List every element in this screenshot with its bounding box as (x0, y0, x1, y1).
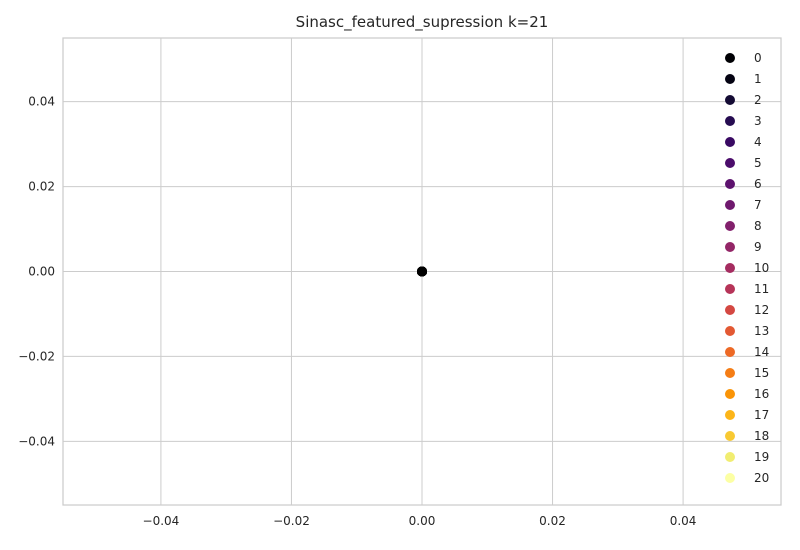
data-points (417, 266, 427, 277)
legend-label-16: 16 (754, 387, 769, 401)
legend-label-3: 3 (754, 114, 762, 128)
x-tick-label: −0.02 (273, 514, 310, 528)
legend-label-8: 8 (754, 219, 762, 233)
legend-marker-10 (725, 263, 735, 273)
legend-label-20: 20 (754, 471, 769, 485)
legend-marker-9 (725, 242, 735, 252)
x-tick-label: −0.04 (143, 514, 180, 528)
x-axis-ticks: −0.04 −0.02 0.00 0.02 0.04 (143, 514, 697, 528)
legend-marker-2 (725, 95, 735, 105)
legend-label-18: 18 (754, 429, 769, 443)
legend-label-10: 10 (754, 261, 769, 275)
legend-label-13: 13 (754, 324, 769, 338)
legend-label-5: 5 (754, 156, 762, 170)
legend-marker-13 (725, 326, 735, 336)
legend-marker-5 (725, 158, 735, 168)
legend-marker-3 (725, 116, 735, 126)
legend-label-0: 0 (754, 51, 762, 65)
legend-marker-15 (725, 368, 735, 378)
legend-label-15: 15 (754, 366, 769, 380)
legend-marker-20 (725, 473, 735, 483)
legend-marker-0 (725, 53, 735, 63)
legend-marker-12 (725, 305, 735, 315)
legend-marker-4 (725, 137, 735, 147)
legend-marker-7 (725, 200, 735, 210)
chart-title: Sinasc_featured_supression k=21 (296, 13, 549, 32)
legend-marker-19 (725, 452, 735, 462)
plot-frame (62, 37, 782, 506)
legend-marker-18 (725, 431, 735, 441)
legend-label-6: 6 (754, 177, 762, 191)
y-tick-label: 0.04 (28, 95, 55, 109)
y-tick-label: 0.00 (28, 265, 55, 279)
x-tick-label: 0.04 (670, 514, 697, 528)
legend-label-7: 7 (754, 198, 762, 212)
legend-label-14: 14 (754, 345, 769, 359)
legend-label-17: 17 (754, 408, 769, 422)
legend-marker-1 (725, 74, 735, 84)
legend-marker-8 (725, 221, 735, 231)
y-axis-ticks: −0.04 −0.02 0.00 0.02 0.04 (18, 95, 55, 449)
data-point-series-0 (417, 266, 427, 277)
legend-label-2: 2 (754, 93, 762, 107)
legend-marker-6 (725, 179, 735, 189)
legend-marker-14 (725, 347, 735, 357)
legend-marker-16 (725, 389, 735, 399)
x-tick-label: 0.02 (539, 514, 566, 528)
legend-label-9: 9 (754, 240, 762, 254)
legend-label-4: 4 (754, 135, 762, 149)
x-tick-label: 0.00 (409, 514, 436, 528)
legend-label-19: 19 (754, 450, 769, 464)
y-tick-label: −0.04 (18, 434, 55, 448)
y-tick-label: 0.02 (28, 180, 55, 194)
legend-marker-17 (725, 410, 735, 420)
legend-label-12: 12 (754, 303, 769, 317)
legend-label-11: 11 (754, 282, 769, 296)
legend-label-1: 1 (754, 72, 762, 86)
legend-marker-11 (725, 284, 735, 294)
y-tick-label: −0.02 (18, 349, 55, 363)
